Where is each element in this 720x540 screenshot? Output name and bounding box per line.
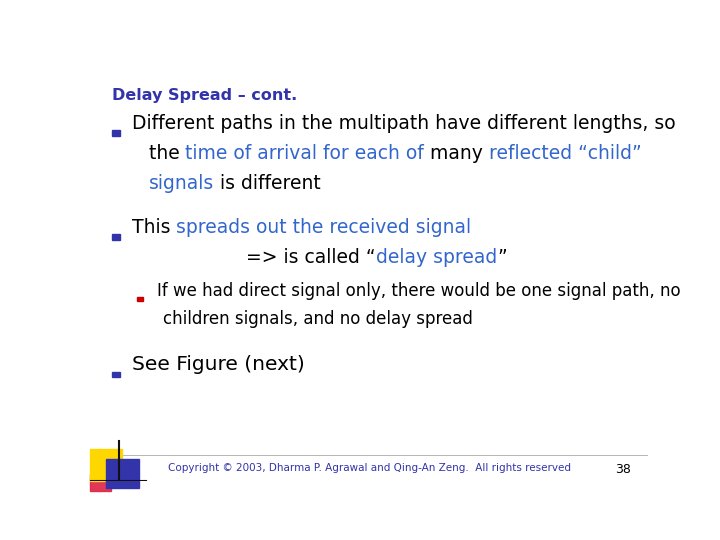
Bar	[106, 459, 139, 488]
Bar	[112, 372, 120, 377]
Bar	[138, 297, 143, 301]
Text: This: This	[132, 218, 176, 237]
Text: See Figure (next): See Figure (next)	[132, 355, 305, 374]
Bar	[112, 131, 120, 136]
Text: signals: signals	[148, 174, 214, 193]
Text: many: many	[424, 144, 489, 163]
Text: ”: ”	[497, 248, 507, 267]
Text: delay spread: delay spread	[376, 248, 497, 267]
Text: 38: 38	[616, 463, 631, 476]
Text: the: the	[148, 144, 185, 163]
Bar	[90, 474, 111, 491]
Text: Different paths in the multipath have different lengths, so: Different paths in the multipath have di…	[132, 114, 675, 133]
Bar	[112, 234, 120, 240]
Text: children signals, and no delay spread: children signals, and no delay spread	[163, 309, 472, 328]
Text: time of arrival for each of: time of arrival for each of	[185, 144, 424, 163]
Text: is different: is different	[214, 174, 320, 193]
Text: If we had direct signal only, there would be one signal path, no: If we had direct signal only, there woul…	[157, 282, 680, 300]
Text: Copyright © 2003, Dharma P. Agrawal and Qing-An Zeng.  All rights reserved: Copyright © 2003, Dharma P. Agrawal and …	[168, 463, 570, 473]
Text: => is called “: => is called “	[246, 248, 376, 267]
Text: reflected “child”: reflected “child”	[489, 144, 642, 163]
Text: Delay Spread – cont.: Delay Spread – cont.	[112, 87, 297, 103]
Text: spreads out the received signal: spreads out the received signal	[176, 218, 472, 237]
Bar	[90, 449, 122, 481]
